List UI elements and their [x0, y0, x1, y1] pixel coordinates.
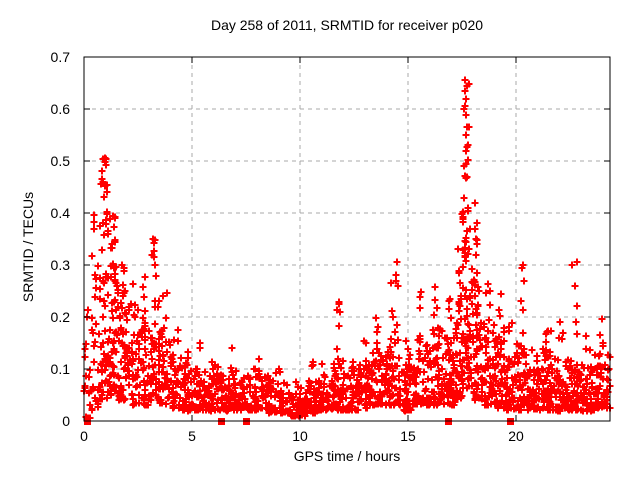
- y-tick-label: 0.5: [50, 153, 70, 169]
- x-tick-label: 20: [508, 428, 524, 444]
- y-tick-label: 0.3: [50, 257, 70, 273]
- x-axis-label: GPS time / hours: [293, 448, 401, 464]
- y-tick-label: 0.7: [50, 49, 70, 65]
- x-tick-label: 0: [80, 428, 88, 444]
- x-tick-label: 5: [188, 428, 196, 444]
- y-tick-label: 0.2: [50, 309, 70, 325]
- y-tick-label: 0.1: [50, 361, 70, 377]
- x-tick-label: 10: [292, 428, 308, 444]
- y-tick-label: 0.4: [50, 205, 70, 221]
- scatter-points: [80, 76, 614, 422]
- y-tick-label: 0.6: [50, 101, 70, 117]
- plot-border: [83, 56, 611, 422]
- x-tick-label: 15: [400, 428, 416, 444]
- y-tick-label: 0: [62, 413, 70, 429]
- chart-title: Day 258 of 2011, SRMTID for receiver p02…: [210, 17, 484, 33]
